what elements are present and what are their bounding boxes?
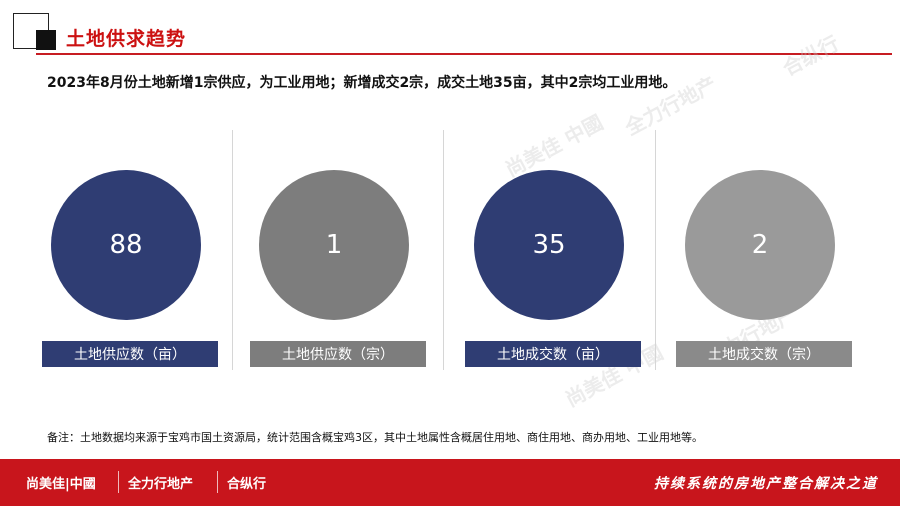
- stat-label: 土地供应数（宗）: [250, 341, 426, 367]
- stat-circle: 2: [685, 170, 835, 320]
- footnote: 备注：土地数据均来源于宝鸡市国土资源局，统计范围含概宝鸡3区，其中土地属性含概居…: [47, 431, 703, 444]
- page-title: 土地供求趋势: [66, 28, 187, 50]
- summary-text: 2023年8月份土地新增1宗供应，为工业用地；新增成交2宗，成交土地35亩，其中…: [47, 75, 677, 91]
- stat-circle: 35: [474, 170, 624, 320]
- stat-circle: 1: [259, 170, 409, 320]
- footer-separator: [118, 471, 119, 493]
- footer-brand-logo: 尚美佳|中國: [26, 477, 96, 492]
- header-block-square: [36, 30, 56, 50]
- footer-slogan: 持续系统的房地产整合解决之道: [654, 475, 878, 492]
- footer-brand-logo: 全力行地产: [128, 477, 194, 492]
- stat-label: 土地供应数（亩）: [42, 341, 218, 367]
- footer-separator: [217, 471, 218, 493]
- column-divider: [232, 130, 233, 370]
- stat-label: 土地成交数（宗）: [676, 341, 852, 367]
- stat-land-deal-count: 2 土地成交数（宗）: [676, 170, 856, 367]
- header-divider: [36, 53, 892, 55]
- stat-land-supply-mu: 88 土地供应数（亩）: [42, 170, 222, 367]
- stat-label: 土地成交数（亩）: [465, 341, 641, 367]
- stat-land-deal-mu: 35 土地成交数（亩）: [465, 170, 645, 367]
- column-divider: [655, 130, 656, 370]
- stat-circle: 88: [51, 170, 201, 320]
- stat-land-supply-count: 1 土地供应数（宗）: [250, 170, 430, 367]
- column-divider: [443, 130, 444, 370]
- footer-brand-logo: 合纵行: [227, 477, 267, 492]
- footer-bar: 尚美佳|中國 全力行地产 合纵行 持续系统的房地产整合解决之道: [0, 459, 900, 506]
